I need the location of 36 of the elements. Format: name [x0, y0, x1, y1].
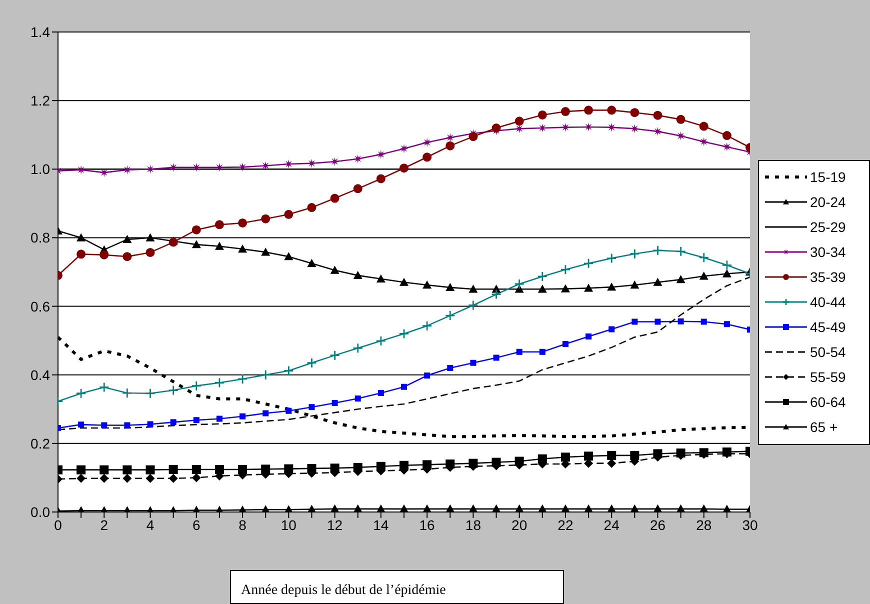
- y-tick-label: 1.2: [30, 92, 50, 109]
- y-tick-label: 0.2: [30, 435, 50, 452]
- x-tick-label: 4: [146, 516, 154, 533]
- x-tick-label: 18: [465, 516, 482, 533]
- x-tick-label: 8: [238, 516, 247, 533]
- legend-label: 55-59: [810, 369, 846, 385]
- x-tick-label: 2: [100, 516, 108, 533]
- x-tick-label: 20: [512, 516, 528, 533]
- legend-label: 45-49: [810, 319, 846, 335]
- legend-label: 60-64: [810, 394, 846, 410]
- x-tick-label: 0: [54, 516, 62, 533]
- x-tick-label: 28: [696, 516, 712, 533]
- legend-label: 65 +: [810, 419, 838, 435]
- x-tick-label: 14: [373, 516, 389, 533]
- x-tick-label: 22: [558, 516, 574, 533]
- y-tick-label: 0.8: [30, 230, 50, 246]
- legend-label: 20-24: [810, 194, 846, 210]
- x-axis-title: Année depuis le début de l’épidémie: [230, 570, 564, 604]
- y-tick-label: 1.0: [30, 161, 50, 178]
- y-tick-label: 1.4: [30, 24, 50, 40]
- x-tick-label: 26: [650, 516, 666, 533]
- legend-label: 25-29: [810, 219, 846, 235]
- legend-label: 35-39: [810, 269, 846, 285]
- x-tick-label: 24: [604, 516, 620, 533]
- y-tick-label: 0.0: [30, 504, 50, 520]
- x-tick-label: 30: [742, 516, 758, 533]
- x-tick-label: 16: [419, 516, 436, 533]
- legend-label: 15-19: [810, 169, 846, 185]
- legend-label: 40-44: [810, 294, 846, 310]
- x-tick-label: 6: [192, 516, 200, 533]
- legend-label: 50-54: [810, 344, 846, 360]
- y-tick-label: 0.6: [30, 298, 50, 314]
- y-tick-label: 0.4: [30, 366, 50, 383]
- x-tick-label: 10: [280, 516, 297, 533]
- legend-label: 30-34: [810, 244, 846, 260]
- x-tick-label: 12: [327, 516, 343, 533]
